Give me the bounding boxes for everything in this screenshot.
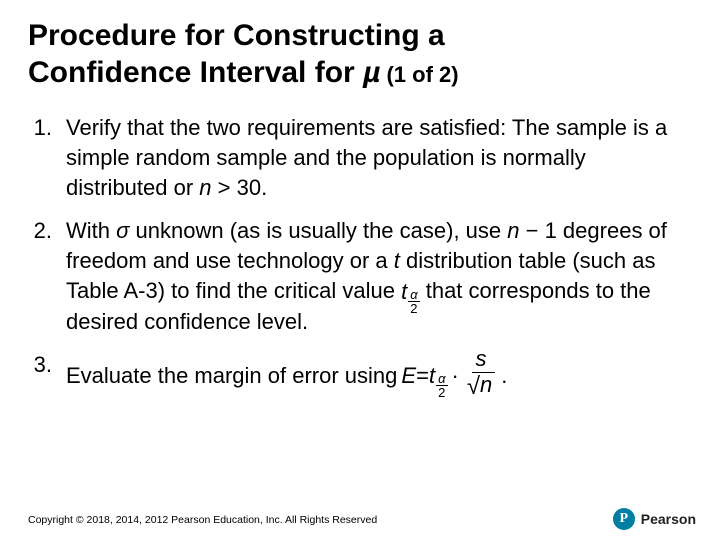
item-body: Evaluate the margin of error using E = t…	[66, 350, 692, 401]
item-number: 2.	[28, 216, 66, 336]
t-letter: t	[401, 277, 407, 307]
item2-n: n	[507, 218, 519, 243]
alpha-over-2: α2	[408, 288, 419, 315]
two: 2	[408, 302, 419, 315]
two: 2	[436, 386, 447, 399]
s-over-sqrt-n: s √ n	[463, 348, 499, 399]
pearson-logo-mark: P	[613, 508, 635, 530]
item-body: With σ unknown (as is usually the case),…	[66, 216, 692, 336]
pearson-logo-text: Pearson	[641, 511, 696, 527]
title-subpart: (1 of 2)	[380, 62, 458, 87]
slide: Procedure for Constructing a Confidence …	[0, 0, 720, 540]
item-number: 1.	[28, 113, 66, 202]
item1-n: n	[199, 175, 211, 200]
equals: =	[416, 361, 429, 391]
dot-operator: ·	[452, 361, 459, 391]
sigma-symbol: σ	[116, 218, 129, 243]
item-number: 3.	[28, 350, 66, 401]
sqrt: √ n	[467, 375, 495, 399]
list-item: 1. Verify that the two requirements are …	[28, 113, 692, 202]
slide-title: Procedure for Constructing a Confidence …	[28, 18, 692, 91]
item1-text-b: > 30.	[212, 175, 268, 200]
title-line2a: Confidence Interval for	[28, 56, 363, 89]
s-symbol: s	[472, 348, 491, 373]
period: .	[501, 361, 507, 391]
item1-text-a: Verify that the two requirements are sat…	[66, 115, 667, 199]
radicand-n: n	[477, 372, 495, 397]
alpha: α	[408, 288, 419, 302]
list-item: 3. Evaluate the margin of error using E …	[28, 350, 692, 401]
E-symbol: E	[401, 361, 416, 391]
t-critical-symbol: tα2	[401, 277, 420, 307]
t-letter: t	[429, 361, 435, 391]
title-line1: Procedure for Constructing a	[28, 19, 445, 52]
title-mu: µ	[363, 56, 380, 89]
item3-a: Evaluate the margin of error using	[66, 361, 397, 391]
alpha: α	[436, 372, 447, 386]
item2-b: unknown (as is usually the case), use	[129, 218, 507, 243]
alpha-over-2: α2	[436, 372, 447, 399]
t-alpha-2: tα2	[429, 361, 448, 391]
pearson-logo: P Pearson	[613, 508, 696, 530]
copyright-footer: Copyright © 2018, 2014, 2012 Pearson Edu…	[28, 514, 377, 526]
item-body: Verify that the two requirements are sat…	[66, 113, 692, 202]
list-item: 2. With σ unknown (as is usually the cas…	[28, 216, 692, 336]
item2-a: With	[66, 218, 116, 243]
sqrt-n: √ n	[463, 373, 499, 399]
